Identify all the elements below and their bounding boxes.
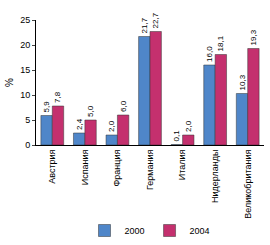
svg-text:2,0: 2,0 — [184, 120, 193, 132]
svg-text:Италия: Италия — [177, 149, 187, 180]
svg-text:5,0: 5,0 — [86, 105, 95, 117]
svg-text:Великобритания: Великобритания — [243, 149, 253, 218]
svg-text:5,9: 5,9 — [42, 101, 51, 113]
svg-text:Испания: Испания — [80, 149, 90, 185]
svg-text:2,4: 2,4 — [75, 118, 84, 130]
svg-text:2000: 2000 — [125, 226, 145, 236]
svg-text:0: 0 — [25, 140, 30, 150]
svg-text:Франция: Франция — [112, 149, 122, 186]
svg-text:16,0: 16,0 — [205, 46, 214, 62]
svg-text:2,0: 2,0 — [107, 120, 116, 132]
svg-text:25: 25 — [20, 15, 30, 25]
svg-text:15: 15 — [20, 65, 30, 75]
svg-text:Германия: Германия — [145, 149, 155, 189]
svg-text:21,7: 21,7 — [140, 17, 149, 33]
svg-text:5: 5 — [25, 115, 30, 125]
svg-text:2004: 2004 — [190, 226, 210, 236]
svg-text:18,1: 18,1 — [216, 35, 225, 51]
svg-text:7,8: 7,8 — [53, 91, 62, 103]
svg-text:Нидерланды: Нидерланды — [210, 150, 220, 203]
svg-text:%: % — [4, 78, 15, 87]
svg-text:0,1: 0,1 — [172, 130, 181, 142]
svg-text:20: 20 — [20, 40, 30, 50]
svg-text:10,3: 10,3 — [238, 74, 247, 90]
svg-text:10: 10 — [20, 90, 30, 100]
svg-text:6,0: 6,0 — [119, 100, 128, 112]
svg-text:22,7: 22,7 — [151, 12, 160, 28]
svg-text:Австрия: Австрия — [47, 149, 57, 183]
svg-text:19,3: 19,3 — [249, 29, 258, 45]
